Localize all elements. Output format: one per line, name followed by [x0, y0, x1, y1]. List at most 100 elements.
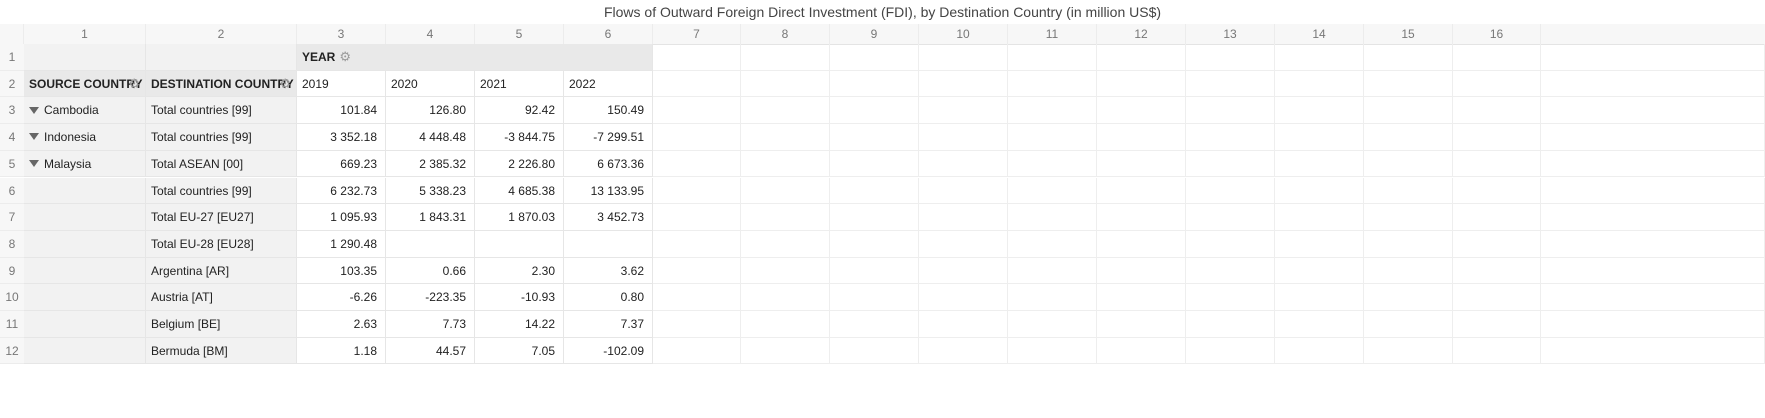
year-column-header[interactable]: 2020 [386, 70, 475, 98]
empty-cell[interactable] [1364, 97, 1453, 125]
destination-country-cell[interactable]: Bermuda [BM] [146, 337, 297, 365]
empty-cell[interactable] [1097, 284, 1186, 311]
empty-cell[interactable] [919, 124, 1008, 151]
empty-cell[interactable] [1186, 337, 1275, 365]
row-header[interactable]: 8 [0, 230, 24, 258]
value-cell[interactable]: 150.49 [564, 97, 653, 125]
row-header[interactable]: 12 [0, 337, 24, 365]
empty-cell[interactable] [1186, 204, 1275, 231]
empty-cell[interactable] [1364, 311, 1453, 338]
empty-cell[interactable] [1186, 97, 1275, 125]
empty-cell[interactable] [653, 124, 741, 151]
row-header[interactable]: 2 [0, 70, 24, 98]
column-header[interactable]: 4 [386, 24, 475, 44]
value-cell[interactable]: 1 870.03 [475, 204, 564, 231]
empty-cell[interactable] [1097, 97, 1186, 125]
row-header[interactable]: 1 [0, 44, 24, 71]
empty-cell[interactable] [1008, 204, 1097, 231]
destination-country-cell[interactable]: Total EU-27 [EU27] [146, 204, 297, 231]
empty-cell[interactable] [919, 44, 1008, 71]
column-header[interactable]: 5 [475, 24, 564, 44]
gear-icon[interactable]: ⚙ [279, 75, 291, 91]
column-header[interactable]: 16 [1453, 24, 1541, 44]
row-header[interactable]: 9 [0, 257, 24, 285]
value-cell[interactable]: 13 133.95 [564, 177, 653, 205]
empty-cell[interactable] [1275, 70, 1364, 98]
empty-cell[interactable] [1453, 284, 1541, 311]
empty-cell[interactable] [1453, 257, 1541, 285]
column-header[interactable]: 10 [919, 24, 1008, 44]
empty-cell[interactable] [741, 284, 830, 311]
value-cell[interactable]: 1 095.93 [297, 204, 386, 231]
empty-cell[interactable] [1453, 150, 1541, 178]
empty-cell[interactable] [1275, 204, 1364, 231]
empty-cell[interactable] [830, 150, 919, 178]
value-cell[interactable]: 2.63 [297, 311, 386, 338]
empty-cell[interactable] [1275, 177, 1364, 205]
year-column-header[interactable]: 2021 [475, 70, 564, 98]
empty-cell[interactable] [741, 337, 830, 365]
value-cell[interactable]: 2 385.32 [386, 150, 475, 178]
value-cell[interactable]: 44.57 [386, 337, 475, 365]
empty-cell[interactable] [1275, 284, 1364, 311]
source-country-header[interactable]: SOURCE COUNTRY ⚙ [24, 70, 146, 98]
empty-cell[interactable] [919, 97, 1008, 125]
empty-cell[interactable] [1097, 311, 1186, 338]
column-header[interactable]: 6 [564, 24, 653, 44]
value-cell[interactable]: 5 338.23 [386, 177, 475, 205]
destination-country-cell[interactable]: Argentina [AR] [146, 257, 297, 285]
column-header[interactable]: 1 [24, 24, 146, 44]
empty-cell[interactable] [741, 257, 830, 285]
empty-cell[interactable] [1541, 204, 1765, 231]
value-cell[interactable]: 1 843.31 [386, 204, 475, 231]
empty-cell[interactable] [1008, 70, 1097, 98]
destination-country-cell[interactable]: Total EU-28 [EU28] [146, 230, 297, 258]
empty-cell[interactable] [1186, 284, 1275, 311]
empty-cell[interactable] [1008, 97, 1097, 125]
value-cell[interactable]: 126.80 [386, 97, 475, 125]
empty-cell[interactable] [1097, 44, 1186, 71]
value-cell[interactable]: 3 352.18 [297, 124, 386, 151]
column-header[interactable]: 8 [741, 24, 830, 44]
destination-country-cell[interactable]: Austria [AT] [146, 284, 297, 311]
column-header[interactable]: 13 [1186, 24, 1275, 44]
empty-cell[interactable] [741, 44, 830, 71]
value-cell[interactable] [475, 230, 564, 258]
empty-cell[interactable] [1008, 44, 1097, 71]
source-country-cell[interactable] [24, 177, 146, 205]
empty-cell[interactable] [1541, 230, 1765, 258]
empty-cell[interactable] [653, 70, 741, 98]
source-country-cell[interactable] [24, 230, 146, 258]
empty-cell[interactable] [1453, 230, 1541, 258]
empty-cell[interactable] [830, 97, 919, 125]
empty-cell[interactable] [830, 230, 919, 258]
year-dimension-header[interactable]: YEAR ⚙ [297, 44, 653, 71]
empty-cell[interactable] [1186, 70, 1275, 98]
empty-cell[interactable] [830, 204, 919, 231]
empty-cell[interactable] [1453, 311, 1541, 338]
value-cell[interactable]: 1.18 [297, 337, 386, 365]
year-column-header[interactable]: 2019 [297, 70, 386, 98]
source-country-cell[interactable]: Indonesia [24, 124, 146, 151]
empty-cell[interactable] [1008, 150, 1097, 178]
value-cell[interactable]: 101.84 [297, 97, 386, 125]
empty-cell[interactable] [1008, 177, 1097, 205]
row-header[interactable]: 5 [0, 150, 24, 178]
value-cell[interactable]: -223.35 [386, 284, 475, 311]
empty-cell[interactable] [1364, 284, 1453, 311]
empty-cell[interactable] [919, 70, 1008, 98]
empty-cell[interactable] [1541, 337, 1765, 365]
empty-cell[interactable] [653, 97, 741, 125]
column-header[interactable]: 7 [653, 24, 741, 44]
value-cell[interactable]: 1 290.48 [297, 230, 386, 258]
value-cell[interactable]: 2.30 [475, 257, 564, 285]
gear-icon[interactable]: ⚙ [128, 75, 140, 91]
empty-cell[interactable] [919, 230, 1008, 258]
value-cell[interactable]: 4 685.38 [475, 177, 564, 205]
value-cell[interactable]: -7 299.51 [564, 124, 653, 151]
destination-country-cell[interactable]: Total ASEAN [00] [146, 150, 297, 178]
source-country-cell[interactable] [24, 311, 146, 338]
empty-cell[interactable] [1008, 124, 1097, 151]
destination-country-header[interactable]: DESTINATION COUNTRY ⚙ [146, 70, 297, 98]
column-header[interactable]: 3 [297, 24, 386, 44]
